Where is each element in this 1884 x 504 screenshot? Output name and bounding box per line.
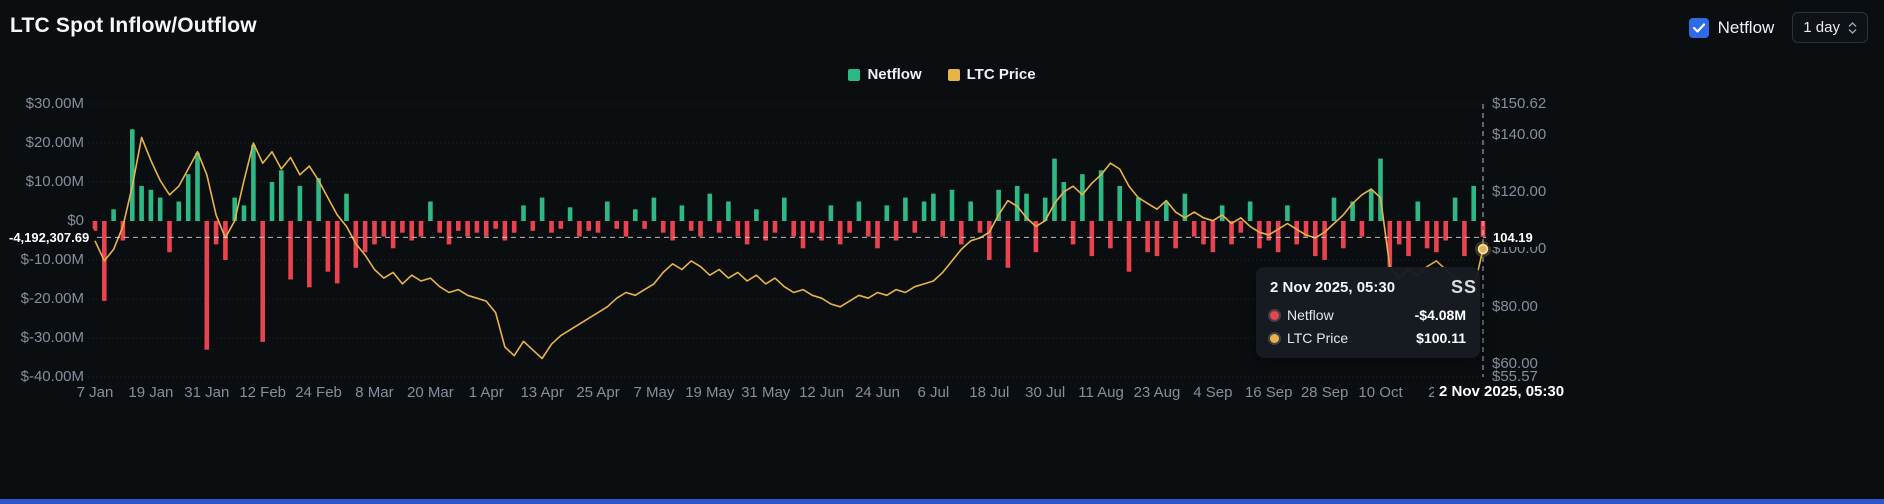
y-axis-left-label: $20.00M [25, 134, 84, 151]
x-axis-label: 19 Jan [128, 384, 174, 401]
x-axis-label: 12 Feb [239, 384, 287, 401]
x-axis-label: 16 Sep [1244, 384, 1293, 401]
x-axis-label: 23 Aug [1133, 384, 1181, 401]
x-axis-label: 6 Jul [917, 384, 950, 401]
horizontal-scrollbar[interactable] [0, 499, 1884, 504]
chart-tooltip: 2 Nov 2025, 05:30 Netflow -$4.08M LTC Pr… [1256, 267, 1480, 358]
tooltip-dot-ltc-price [1270, 333, 1279, 343]
x-axis-label: 8 Mar [355, 384, 394, 401]
tooltip-date: 2 Nov 2025, 05:30 [1270, 279, 1396, 296]
tooltip-ltc-price-value: $100.11 [1416, 330, 1466, 346]
x-axis-label: 7 Jan [76, 384, 114, 401]
x-axis-label: 24 Feb [295, 384, 342, 401]
price-marker-dot [1477, 243, 1489, 255]
x-axis-label: 11 Aug [1078, 384, 1124, 401]
x-axis-label: 25 Apr [576, 384, 620, 401]
y-axis-left-label: $-40.00M [20, 368, 84, 385]
x-axis-label: 31 Jan [184, 384, 230, 401]
page-title: LTC Spot Inflow/Outflow [10, 14, 257, 37]
y-axis-right-label: $150.62 [1492, 95, 1547, 112]
netflow-toggle[interactable]: Netflow [1688, 17, 1775, 38]
y-axis-left-label: $-10.00M [20, 251, 84, 268]
x-axis-label: 18 Jul [969, 384, 1010, 401]
checkmark-icon [1692, 22, 1705, 33]
y-axis-right-label: $80.00 [1492, 297, 1538, 315]
x-axis-label: 31 May [741, 384, 791, 401]
legend-item-ltc-price[interactable]: LTC Price [947, 66, 1036, 83]
x-axis-label: 19 May [685, 384, 735, 401]
tooltip-netflow-value: -$4.08M [1414, 307, 1466, 323]
x-axis-label: 30 Jul [1025, 384, 1066, 401]
crosshair-price-value-badge: 104.19 [1488, 228, 1538, 247]
y-axis-right-label: $55.57 [1492, 368, 1538, 385]
chart-legend: Netflow LTC Price [0, 66, 1884, 83]
y-axis-right-label: $140.00 [1492, 125, 1547, 143]
legend-label-netflow: Netflow [867, 66, 922, 83]
tooltip-row-ltc-price: LTC Price $100.11 [1270, 330, 1466, 346]
y-axis-left-label: $10.00M [25, 173, 84, 190]
legend-item-netflow[interactable]: Netflow [848, 66, 922, 83]
x-axis-label: 13 Apr [520, 384, 564, 401]
x-axis-label: 7 May [633, 384, 675, 401]
y-axis-left-label: $30.00M [25, 95, 84, 112]
tooltip-ltc-price-name: LTC Price [1287, 330, 1349, 346]
tooltip-dot-netflow [1270, 310, 1279, 320]
netflow-toggle-label: Netflow [1717, 17, 1775, 37]
updown-chevron-icon [1848, 21, 1857, 35]
y-axis-left-label: $0 [67, 212, 84, 229]
y-axis-right-label: $120.00 [1492, 182, 1547, 200]
ltc-price-line [94, 136, 1484, 360]
y-axis-left-label: $-20.00M [20, 290, 84, 307]
netflow-swatch-icon [848, 68, 861, 81]
netflow-checkbox-icon [1688, 17, 1709, 38]
tooltip-row-netflow: Netflow -$4.08M [1270, 307, 1466, 323]
tooltip-netflow-name: Netflow [1287, 307, 1334, 323]
x-axis-label: 10 Oct [1358, 384, 1403, 401]
crosshair-date-badge: 2 Nov 2025, 05:30 [1434, 381, 1570, 402]
x-axis-label: 1 Apr [468, 384, 504, 401]
y-axis-left-label: $-30.00M [20, 329, 84, 346]
netflow-bars [92, 129, 1486, 350]
gridlines [88, 103, 1486, 378]
x-axis-label: 4 Sep [1193, 384, 1233, 401]
interval-dropdown[interactable]: 1 day [1792, 12, 1868, 43]
header-controls: Netflow 1 day [1688, 12, 1868, 43]
watermark: SS [1451, 277, 1478, 297]
crosshair-netflow-value-badge: -4,192,307.69 [4, 228, 95, 247]
interval-value: 1 day [1803, 19, 1840, 36]
crosshair [88, 104, 1486, 377]
x-axis-label: 20 Mar [407, 384, 454, 401]
ltc-price-swatch-icon [947, 68, 960, 81]
x-axis-label: 28 Sep [1300, 384, 1349, 401]
x-axis-label: 12 Jun [799, 384, 845, 401]
legend-label-ltc-price: LTC Price [966, 66, 1036, 83]
x-axis-label: 24 Jun [854, 384, 900, 401]
y-axis-right-label: $60.00 [1492, 355, 1538, 373]
